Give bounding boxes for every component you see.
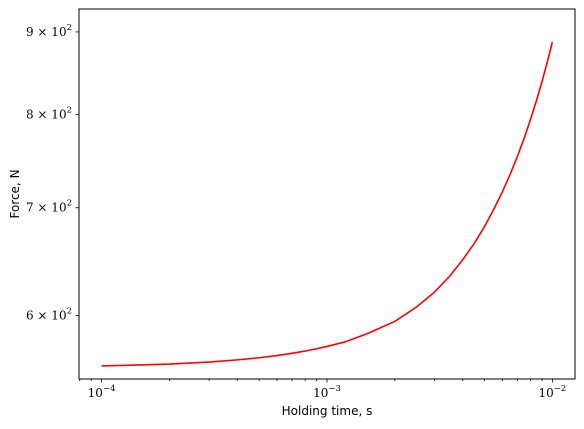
x-axis-ticks: 10−4 10−3 10−2 xyxy=(88,379,566,400)
x-axis-label: Holding time, s xyxy=(282,404,373,418)
series-line xyxy=(101,41,554,367)
y-tick-label: 7 × 102 xyxy=(26,199,72,215)
x-tick-label: 10−2 xyxy=(538,384,566,400)
plot-area xyxy=(78,8,576,380)
y-axis-label: Force, N xyxy=(8,169,22,218)
y-axis-ticks: 6 × 102 7 × 102 8 × 102 9 × 102 xyxy=(26,23,79,323)
y-tick-label: 8 × 102 xyxy=(26,105,72,121)
y-tick-label: 9 × 102 xyxy=(26,23,72,39)
x-tick-label: 10−3 xyxy=(313,384,341,400)
y-tick-label: 6 × 102 xyxy=(26,307,72,323)
x-tick-label: 10−4 xyxy=(88,384,116,400)
series-layer xyxy=(101,41,554,367)
x-minor-ticks xyxy=(79,379,543,381)
